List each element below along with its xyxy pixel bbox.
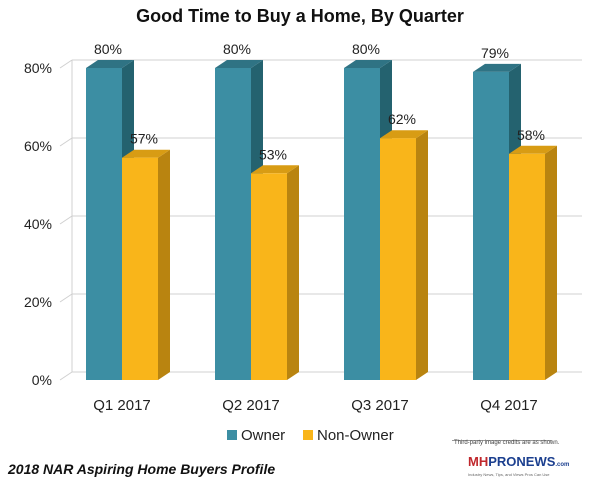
- y-tick-label: 80%: [24, 60, 52, 76]
- x-category-label: Q2 2017: [222, 397, 280, 414]
- logo-com: .com: [555, 462, 570, 468]
- bar-top: [509, 145, 557, 154]
- bar-side: [545, 145, 557, 380]
- chart-title: Good Time to Buy a Home, By Quarter: [136, 6, 464, 26]
- bar-side: [287, 165, 299, 380]
- bar-top: [86, 60, 134, 68]
- gridline-diagonal: [59, 215, 73, 225]
- credit-divider: [452, 440, 552, 485]
- data-label: 80%: [352, 41, 380, 57]
- x-category-label: Q4 2017: [480, 397, 538, 414]
- bar-side: [416, 130, 428, 380]
- bars: 80% 57% 80% 53% 80% 62% 79% 58%: [86, 41, 557, 381]
- bar-top: [122, 149, 170, 158]
- bar-top: [380, 130, 428, 139]
- logo-tagline: Industry News, Tips, and Views Pros Can …: [468, 472, 550, 477]
- gridline-diagonal: [59, 137, 73, 147]
- data-label: 62%: [388, 111, 416, 127]
- legend-label-owner: Owner: [241, 427, 285, 444]
- y-axis-ticks: 0% 20% 40% 60% 80%: [24, 60, 52, 388]
- legend-swatch-owner: [227, 430, 237, 440]
- bar: [344, 68, 380, 380]
- bar: [380, 138, 416, 380]
- x-category-label: Q3 2017: [351, 397, 409, 414]
- bar-top: [473, 63, 521, 72]
- bar: [473, 71, 509, 381]
- bar-top: [344, 60, 392, 68]
- bar: [86, 68, 122, 380]
- data-label: 80%: [223, 41, 251, 57]
- source-caption: 2018 NAR Aspiring Home Buyers Profile: [7, 461, 275, 477]
- logo-pronews: PRONEWS: [488, 454, 556, 469]
- y-tick-label: 20%: [24, 294, 52, 310]
- gridline-diagonal: [59, 59, 73, 69]
- bar-side: [158, 149, 170, 380]
- image-credit-note: Third-party image credits are as shown.: [454, 440, 560, 446]
- bar: [509, 153, 545, 380]
- data-label: 57%: [130, 131, 158, 147]
- bar-top: [251, 165, 299, 174]
- logo-mh: MH: [468, 454, 489, 469]
- data-label: 79%: [481, 45, 509, 61]
- data-label: 80%: [94, 41, 122, 57]
- mhpronews-logo: MHPRONEWS.com: [468, 454, 569, 469]
- bar: [122, 157, 158, 380]
- gridline-diagonal: [59, 293, 73, 303]
- bar: [251, 173, 287, 380]
- y-tick-label: 40%: [24, 216, 52, 232]
- legend: Owner Non-Owner: [227, 427, 394, 444]
- y-tick-label: 60%: [24, 138, 52, 154]
- gridline-diagonal: [59, 371, 73, 381]
- bar: [215, 68, 251, 380]
- x-category-label: Q1 2017: [93, 397, 151, 414]
- legend-swatch-non-owner: [303, 430, 313, 440]
- legend-label-non-owner: Non-Owner: [317, 427, 394, 444]
- data-label: 58%: [517, 127, 545, 143]
- x-axis-categories: Q1 2017 Q2 2017 Q3 2017 Q4 2017: [93, 397, 538, 414]
- data-label: 53%: [259, 146, 287, 162]
- bar-top: [215, 60, 263, 68]
- y-tick-label: 0%: [32, 372, 52, 388]
